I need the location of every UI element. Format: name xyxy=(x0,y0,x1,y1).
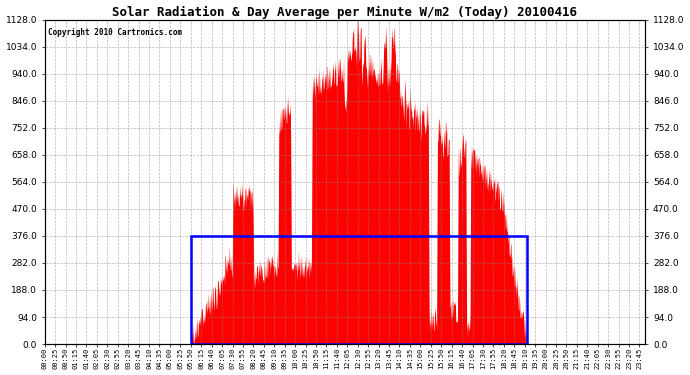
Bar xyxy=(190,236,527,344)
Title: Solar Radiation & Day Average per Minute W/m2 (Today) 20100416: Solar Radiation & Day Average per Minute… xyxy=(112,6,578,19)
Text: Copyright 2010 Cartronics.com: Copyright 2010 Cartronics.com xyxy=(48,28,182,37)
